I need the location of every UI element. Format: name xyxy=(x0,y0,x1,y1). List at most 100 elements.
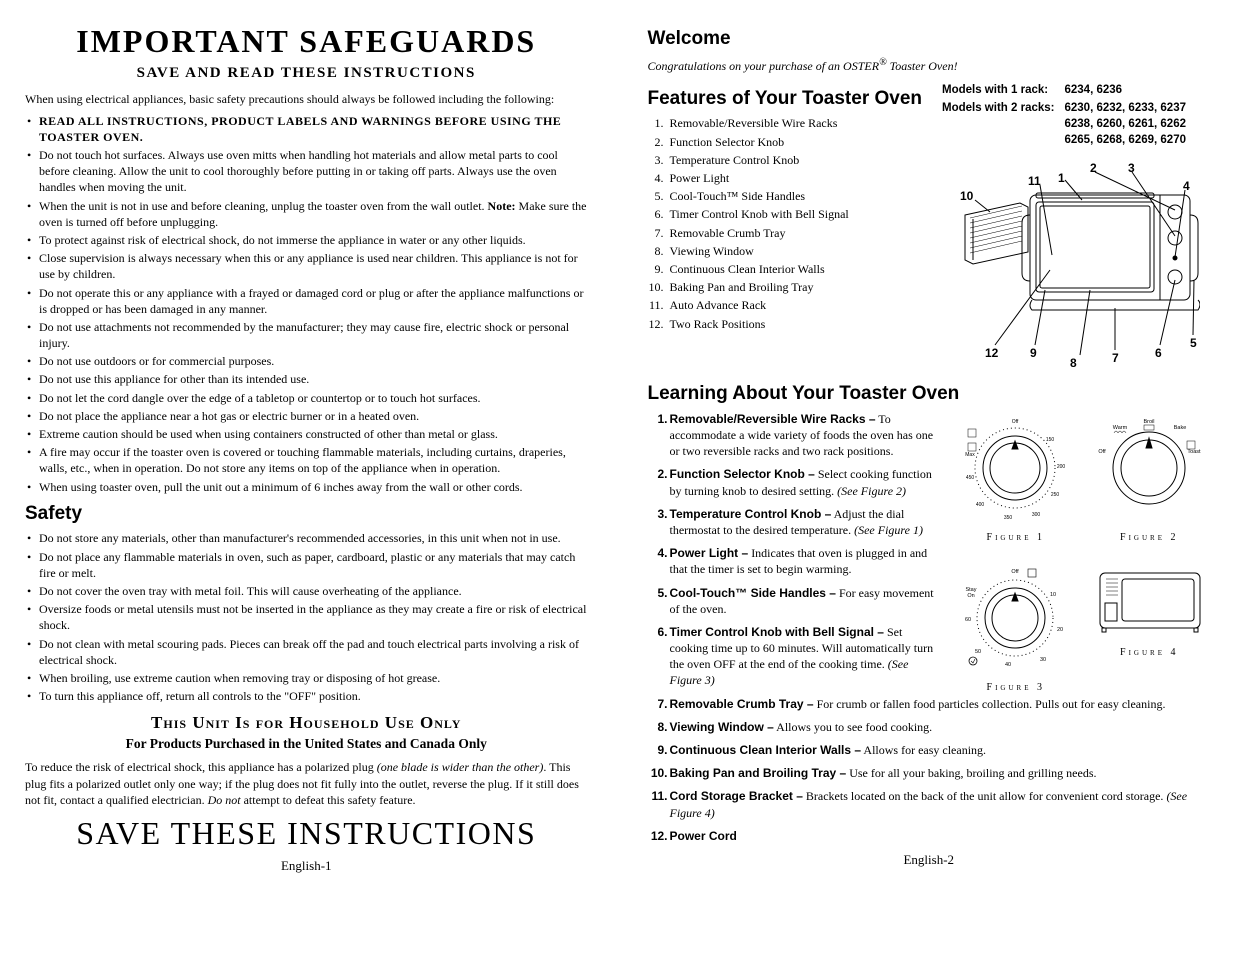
welcome-text: Congratulations on your purchase of an O… xyxy=(648,56,1211,74)
feature-item: 7.Removable Crumb Tray xyxy=(648,225,926,241)
feature-item: 8.Viewing Window xyxy=(648,243,926,259)
figure-1: Off 150 200 250 300 350 400 450 Max xyxy=(955,411,1077,546)
safeguard-bullets: Do not touch hot surfaces. Always use ov… xyxy=(25,147,588,495)
learning-item: 2.Function Selector Knob – Select cookin… xyxy=(648,466,936,498)
right-page: Welcome Congratulations on your purchase… xyxy=(638,20,1211,934)
svg-text:60: 60 xyxy=(965,617,971,623)
safety-bullets: Do not store any materials, other than m… xyxy=(25,530,588,704)
safety-bullet: Do not cover the oven tray with metal fo… xyxy=(27,583,588,599)
safeguard-bullet: When using toaster oven, pull the unit o… xyxy=(27,479,588,495)
learning-item: 7.Removable Crumb Tray – For crumb or fa… xyxy=(648,696,1211,712)
dlabel-3: 3 xyxy=(1128,160,1135,176)
svg-text:50: 50 xyxy=(975,649,981,655)
dlabel-9: 9 xyxy=(1030,345,1037,361)
fig1-caption: Figure 1 xyxy=(955,531,1077,545)
learning-item: 1.Removable/Reversible Wire Racks – To a… xyxy=(648,411,936,460)
safety-heading: Safety xyxy=(25,501,588,527)
safety-bullet: Do not clean with metal scouring pads. P… xyxy=(27,636,588,668)
safeguard-bullet: Do not touch hot surfaces. Always use ov… xyxy=(27,147,588,196)
safeguard-bullet: Do not use attachments not recommended b… xyxy=(27,319,588,351)
figure-3: Off 10 20 30 40 50 60 StayOn Figure 3 xyxy=(955,561,1077,696)
models1-label: Models with 1 rack: xyxy=(942,82,1062,98)
learning-heading: Learning About Your Toaster Oven xyxy=(648,381,1211,407)
bullet-readall: READ ALL INSTRUCTIONS, PRODUCT LABELS AN… xyxy=(27,113,588,145)
left-page: IMPORTANT SAFEGUARDS SAVE AND READ THESE… xyxy=(25,20,598,934)
intro-text: When using electrical appliances, basic … xyxy=(25,91,588,107)
learning-item: 9.Continuous Clean Interior Walls – Allo… xyxy=(648,742,1211,758)
learning-item: 6.Timer Control Knob with Bell Signal – … xyxy=(648,624,936,689)
svg-text:20: 20 xyxy=(1057,627,1063,633)
save-read-subtitle: SAVE AND READ THESE INSTRUCTIONS xyxy=(25,63,588,83)
models2-label: Models with 2 racks: xyxy=(942,100,1062,148)
important-safeguards-title: IMPORTANT SAFEGUARDS xyxy=(25,20,588,63)
feature-item: 9.Continuous Clean Interior Walls xyxy=(648,261,926,277)
safeguard-bullet: Close supervision is always necessary wh… xyxy=(27,250,588,282)
learning-item: 12.Power Cord xyxy=(648,828,1211,844)
svg-text:10: 10 xyxy=(1050,592,1056,598)
learning-item: 3.Temperature Control Knob – Adjust the … xyxy=(648,506,936,538)
features-list: 1.Removable/Reversible Wire Racks 2.Funct… xyxy=(648,115,926,331)
svg-text:200: 200 xyxy=(1057,464,1066,470)
safeguard-bullet: Do not operate this or any appliance wit… xyxy=(27,285,588,317)
feature-item: 1.Removable/Reversible Wire Racks xyxy=(648,115,926,131)
safety-bullet: Do not place any flammable materials in … xyxy=(27,549,588,581)
feature-item: 10.Baking Pan and Broiling Tray xyxy=(648,279,926,295)
svg-text:400: 400 xyxy=(976,502,985,508)
svg-text:Warm: Warm xyxy=(1113,425,1128,431)
main-bullets: READ ALL INSTRUCTIONS, PRODUCT LABELS AN… xyxy=(25,113,588,145)
models2-vals: 6230, 6232, 6233, 62376238, 6260, 6261, … xyxy=(1064,100,1194,148)
safeguard-bullet: Do not place the appliance near a hot ga… xyxy=(27,408,588,424)
learning-item: 8.Viewing Window – Allows you to see foo… xyxy=(648,719,1211,735)
feature-item: 2.Function Selector Knob xyxy=(648,134,926,150)
dlabel-11: 11 xyxy=(1028,173,1041,189)
figure-2: Warm Broil Bake Toast Off Figure 2 xyxy=(1089,411,1211,546)
svg-text:Off: Off xyxy=(1012,419,1019,425)
svg-text:On: On xyxy=(968,593,975,599)
safeguard-bullet: A fire may occur if the toaster oven is … xyxy=(27,444,588,476)
dlabel-1: 1 xyxy=(1058,170,1065,186)
svg-text:30: 30 xyxy=(1040,657,1046,663)
welcome-heading: Welcome xyxy=(648,26,1211,52)
figure-grid: Off 150 200 250 300 350 400 450 Max xyxy=(955,411,1210,696)
polarized-plug-text: To reduce the risk of electrical shock, … xyxy=(25,759,588,808)
household-use-line: This Unit Is for Household Use Only xyxy=(25,712,588,735)
fig3-caption: Figure 3 xyxy=(955,681,1077,695)
feature-item: 6.Timer Control Knob with Bell Signal xyxy=(648,206,926,222)
fig2-caption: Figure 2 xyxy=(1089,531,1211,545)
models-table: Models with 1 rack:6234, 6236 Models wit… xyxy=(940,80,1196,150)
svg-text:150: 150 xyxy=(1046,437,1055,443)
dlabel-5: 5 xyxy=(1190,335,1197,351)
readall-text: READ ALL INSTRUCTIONS, PRODUCT LABELS AN… xyxy=(39,114,561,144)
oven-diagram-svg xyxy=(940,160,1200,375)
learning-item: 11.Cord Storage Bracket – Brackets locat… xyxy=(648,788,1211,820)
safety-bullet: Do not store any materials, other than m… xyxy=(27,530,588,546)
learning-list-a: 1.Removable/Reversible Wire Racks – To a… xyxy=(648,411,936,689)
safeguard-bullet: When the unit is not in use and before c… xyxy=(27,198,588,230)
dlabel-12: 12 xyxy=(985,345,998,361)
learning-list-b: 7.Removable Crumb Tray – For crumb or fa… xyxy=(648,696,1211,844)
models1-vals: 6234, 6236 xyxy=(1064,82,1194,98)
svg-text:Broil: Broil xyxy=(1143,419,1154,425)
safeguard-bullet: Extreme caution should be used when usin… xyxy=(27,426,588,442)
svg-text:40: 40 xyxy=(1005,662,1011,668)
fig4-caption: Figure 4 xyxy=(1089,646,1211,660)
svg-text:250: 250 xyxy=(1051,492,1060,498)
feature-item: 5.Cool-Touch™ Side Handles xyxy=(648,188,926,204)
save-instructions-title: SAVE THESE INSTRUCTIONS xyxy=(25,812,588,855)
dlabel-6: 6 xyxy=(1155,345,1162,361)
safeguard-bullet: Do not let the cord dangle over the edge… xyxy=(27,390,588,406)
dlabel-2: 2 xyxy=(1090,160,1097,176)
svg-text:Bake: Bake xyxy=(1173,425,1186,431)
svg-text:300: 300 xyxy=(1032,512,1041,518)
learning-item: 10.Baking Pan and Broiling Tray – Use fo… xyxy=(648,765,1211,781)
safeguard-bullet: Do not use outdoors or for commercial pu… xyxy=(27,353,588,369)
safeguard-bullet: Do not use this appliance for other than… xyxy=(27,371,588,387)
feature-item: 3.Temperature Control Knob xyxy=(648,152,926,168)
safety-bullet: To turn this appliance off, return all c… xyxy=(27,688,588,704)
page-number-left: English-1 xyxy=(25,857,588,875)
svg-text:Max: Max xyxy=(966,452,976,458)
svg-text:Off: Off xyxy=(1098,449,1106,455)
feature-item: 4.Power Light xyxy=(648,170,926,186)
safeguard-bullet: To protect against risk of electrical sh… xyxy=(27,232,588,248)
dlabel-8: 8 xyxy=(1070,355,1077,371)
